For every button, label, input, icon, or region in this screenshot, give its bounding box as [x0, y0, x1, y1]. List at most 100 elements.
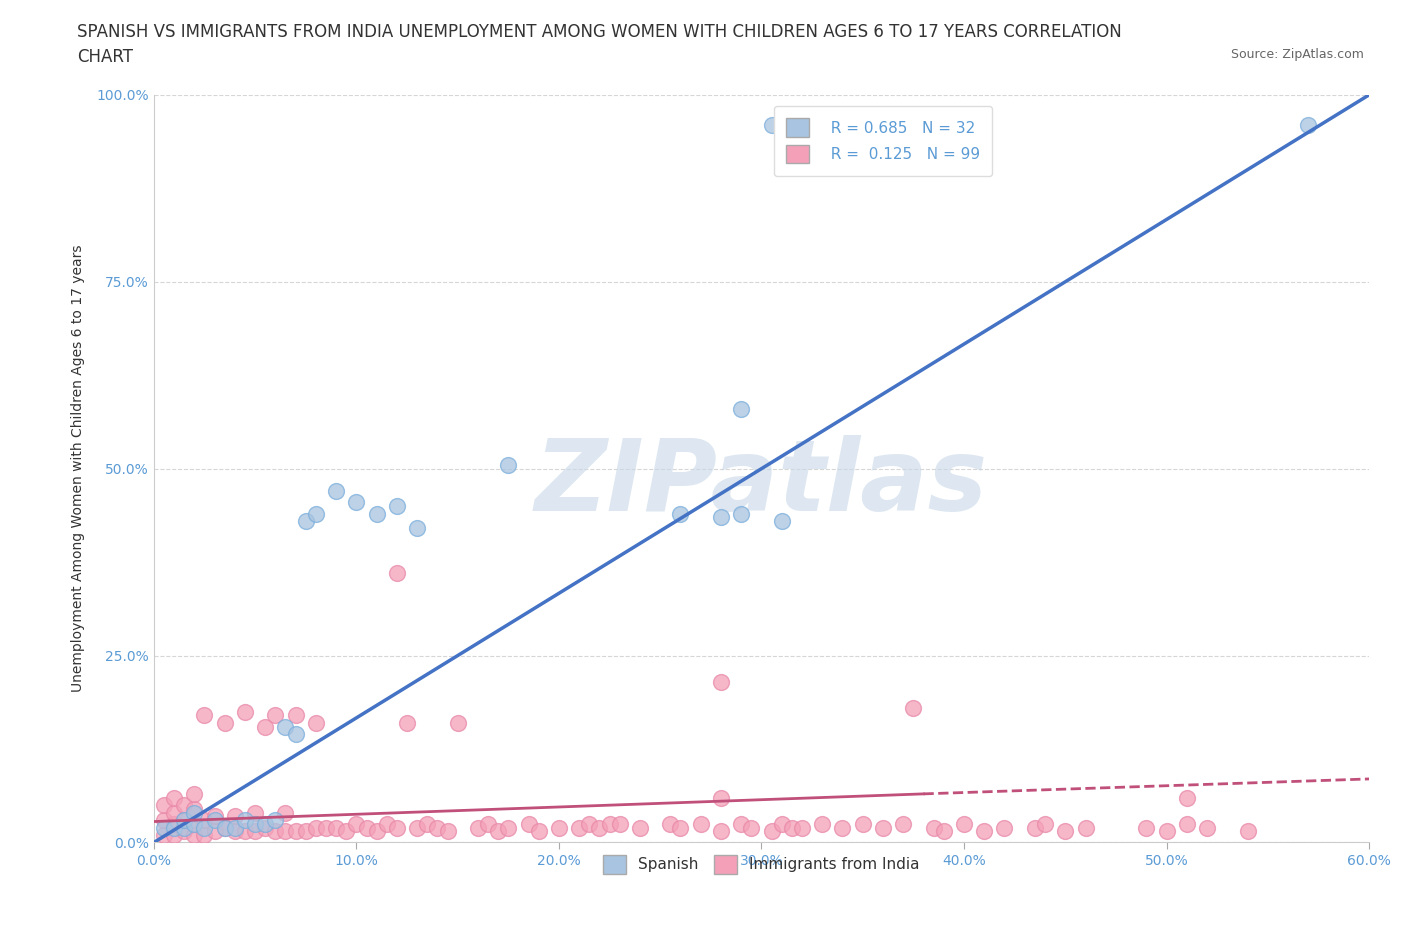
Point — [780, 820, 803, 835]
Point — [274, 719, 297, 734]
Point — [548, 820, 571, 835]
Point — [214, 820, 236, 835]
Point — [730, 817, 752, 831]
Point — [243, 824, 266, 839]
Point — [163, 805, 186, 820]
Point — [173, 820, 195, 835]
Point — [426, 820, 449, 835]
Point — [153, 813, 176, 828]
Point — [599, 817, 621, 831]
Point — [953, 817, 976, 831]
Point — [243, 805, 266, 820]
Point — [790, 820, 813, 835]
Point — [264, 824, 287, 839]
Point — [385, 498, 408, 513]
Point — [294, 824, 316, 839]
Point — [689, 817, 711, 831]
Point — [153, 828, 176, 843]
Point — [173, 798, 195, 813]
Point — [710, 674, 733, 689]
Point — [527, 824, 550, 839]
Point — [486, 824, 509, 839]
Point — [903, 700, 925, 715]
Point — [730, 506, 752, 521]
Point — [193, 820, 215, 835]
Point — [193, 708, 215, 723]
Point — [609, 817, 631, 831]
Point — [344, 495, 367, 510]
Point — [254, 817, 277, 831]
Point — [710, 510, 733, 525]
Point — [284, 726, 307, 741]
Point — [446, 715, 468, 730]
Point — [243, 817, 266, 831]
Point — [395, 715, 418, 730]
Point — [922, 820, 945, 835]
Point — [436, 824, 458, 839]
Point — [1175, 817, 1198, 831]
Point — [183, 828, 205, 843]
Point — [344, 817, 367, 831]
Point — [356, 820, 378, 835]
Text: CHART: CHART — [77, 48, 134, 66]
Point — [1236, 824, 1258, 839]
Point — [305, 506, 328, 521]
Point — [1298, 117, 1320, 132]
Point — [204, 809, 226, 824]
Point — [588, 820, 610, 835]
Text: SPANISH VS IMMIGRANTS FROM INDIA UNEMPLOYMENT AMONG WOMEN WITH CHILDREN AGES 6 T: SPANISH VS IMMIGRANTS FROM INDIA UNEMPLO… — [77, 23, 1122, 41]
Point — [274, 824, 297, 839]
Point — [305, 820, 328, 835]
Legend: Spanish, Immigrants from India: Spanish, Immigrants from India — [598, 849, 925, 880]
Point — [498, 820, 520, 835]
Point — [1156, 824, 1178, 839]
Point — [1054, 824, 1077, 839]
Point — [335, 824, 357, 839]
Point — [254, 820, 277, 835]
Point — [375, 817, 398, 831]
Point — [183, 787, 205, 802]
Point — [1195, 820, 1218, 835]
Point — [710, 790, 733, 805]
Point — [305, 715, 328, 730]
Point — [730, 402, 752, 417]
Point — [477, 817, 499, 831]
Text: Source: ZipAtlas.com: Source: ZipAtlas.com — [1230, 48, 1364, 61]
Point — [1135, 820, 1157, 835]
Point — [366, 506, 388, 521]
Point — [710, 824, 733, 839]
Point — [385, 820, 408, 835]
Point — [173, 813, 195, 828]
Point — [993, 820, 1015, 835]
Point — [214, 820, 236, 835]
Point — [233, 813, 256, 828]
Point — [294, 513, 316, 528]
Point — [183, 817, 205, 831]
Point — [872, 820, 894, 835]
Point — [153, 798, 176, 813]
Point — [183, 817, 205, 831]
Point — [274, 805, 297, 820]
Point — [852, 117, 875, 132]
Point — [315, 820, 337, 835]
Point — [1175, 790, 1198, 805]
Point — [173, 824, 195, 839]
Point — [498, 458, 520, 472]
Point — [153, 820, 176, 835]
Point — [578, 817, 600, 831]
Point — [233, 704, 256, 719]
Point — [406, 521, 429, 536]
Point — [1024, 820, 1046, 835]
Point — [183, 805, 205, 820]
Point — [973, 824, 995, 839]
Point — [183, 802, 205, 817]
Point — [852, 817, 875, 831]
Point — [173, 813, 195, 828]
Point — [325, 820, 347, 835]
Point — [406, 820, 429, 835]
Point — [193, 828, 215, 843]
Point — [761, 824, 783, 839]
Point — [224, 809, 246, 824]
Point — [416, 817, 439, 831]
Point — [628, 820, 651, 835]
